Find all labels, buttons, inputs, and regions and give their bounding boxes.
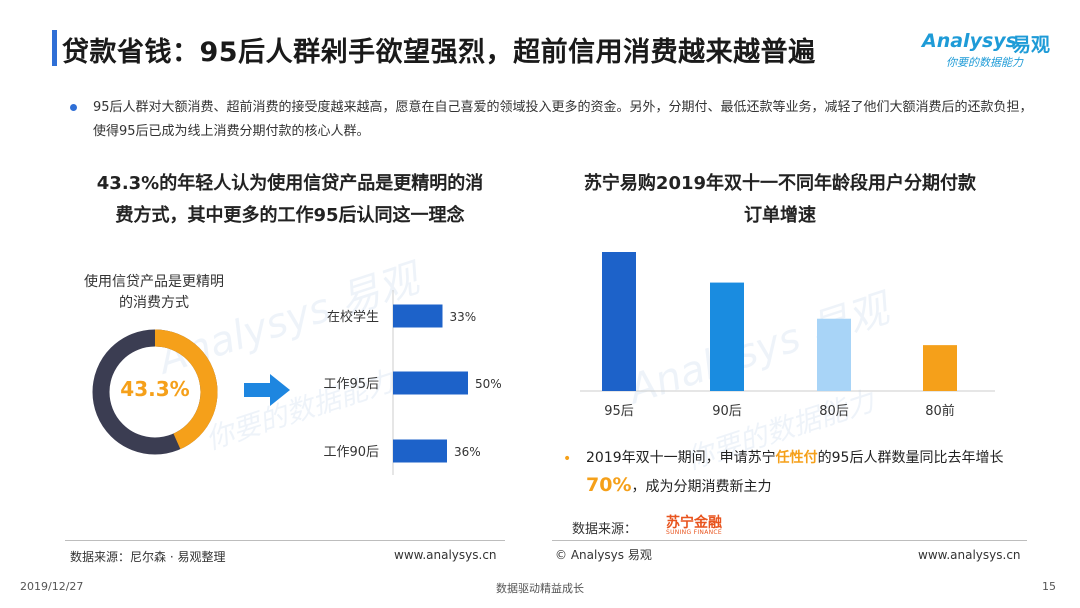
hbar-category-label: 工作90后 — [323, 445, 379, 460]
vbar — [602, 252, 636, 391]
left-source: 数据来源：尼尔森 · 易观整理 — [70, 550, 226, 564]
right-source-label: 数据来源： — [572, 522, 638, 537]
vbar-category-label: 80前 — [925, 403, 955, 419]
left-panel-heading: 43.3%的年轻人认为使用信贷产品是更精明的消 费方式，其中更多的工作95后认同… — [60, 168, 520, 232]
suning-finance-logo: 苏宁金融 — [666, 515, 722, 531]
vbar — [710, 282, 744, 391]
hbar-category-label: 在校学生 — [327, 309, 379, 325]
hbar — [393, 304, 443, 328]
vbar-category-label: 90后 — [712, 404, 742, 419]
left-heading-line1: 43.3%的年轻人认为使用信贷产品是更精明的消 — [96, 173, 484, 194]
intro-text: 95后人群对大额消费、超前消费的接受度越来越高，愿意在自己喜爱的领域投入更多的资… — [93, 100, 1033, 139]
analysys-logo-text: Analysys — [922, 30, 1017, 52]
bullet-dot-icon: • — [563, 451, 572, 467]
vbar-category-label: 95后 — [604, 404, 634, 419]
arrow-right-icon — [244, 374, 290, 406]
donut-caption-line1: 使用信贷产品是更精明 — [84, 274, 224, 290]
note-prefix: 2019年双十一期间，申请苏宁 — [586, 450, 776, 466]
page-title: 贷款省钱：95后人群剁手欲望强烈，超前信用消费越来越普遍 — [62, 37, 816, 68]
note-middle: 的95后人群数量同比去年增长 — [817, 450, 1004, 466]
report-date: 2019/12/27 — [20, 580, 84, 593]
left-url[interactable]: www.analysys.cn — [394, 548, 497, 562]
footer-slogan: 数据驱动精益成长 — [496, 582, 584, 595]
note-suffix: ，成为分期消费新主力 — [631, 479, 772, 495]
donut-center-label: 43.3% — [120, 377, 190, 401]
right-footer-divider — [552, 540, 1027, 541]
note-growth-value: 70% — [586, 474, 632, 496]
left-heading-line2: 费方式，其中更多的工作95后认同这一理念 — [115, 205, 465, 226]
donut-chart — [92, 329, 218, 455]
left-footer-divider — [65, 540, 505, 541]
donut-caption: 使用信贷产品是更精明 的消费方式 — [68, 272, 240, 314]
hbar-category-label: 工作95后 — [323, 377, 379, 392]
hbar-value-label: 33% — [450, 310, 477, 324]
highlight-note: 2019年双十一期间，申请苏宁任性付的95后人群数量同比去年增长 70%，成为分期… — [586, 445, 1016, 501]
vbar-category-label: 80后 — [819, 404, 849, 419]
hbar-value-label: 36% — [454, 445, 481, 459]
age-group-bar-chart: 95后 90后 80后 80前 — [580, 252, 995, 419]
page-number: 15 — [1042, 580, 1056, 593]
donut-caption-line2: 的消费方式 — [119, 295, 189, 311]
hbar-value-label: 50% — [475, 377, 502, 391]
right-url[interactable]: www.analysys.cn — [918, 548, 1021, 562]
bullet-icon — [70, 104, 77, 111]
vbar — [923, 345, 957, 391]
right-panel-heading: 苏宁易购2019年双十一不同年龄段用户分期付款 订单增速 — [550, 168, 1010, 232]
vbar — [817, 318, 851, 391]
right-heading-line2: 订单增速 — [744, 205, 816, 226]
logo-slogan: 你要的数据能力 — [946, 56, 1023, 69]
horizontal-bar-chart: 在校学生 33% 工作95后 50% 工作90后 36% — [323, 290, 502, 475]
right-heading-line1: 苏宁易购2019年双十一不同年龄段用户分期付款 — [583, 173, 977, 194]
hbar — [393, 371, 468, 395]
copyright: © Analysys 易观 — [555, 548, 652, 562]
title-accent-bar — [52, 30, 57, 66]
suning-finance-logo-en: SUNING FINANCE — [666, 529, 722, 536]
donut-slice-share — [92, 329, 218, 455]
note-highlight: 任性付 — [775, 450, 818, 466]
hbar — [393, 439, 447, 463]
analysys-logo-cn: 易观 — [1012, 34, 1051, 56]
